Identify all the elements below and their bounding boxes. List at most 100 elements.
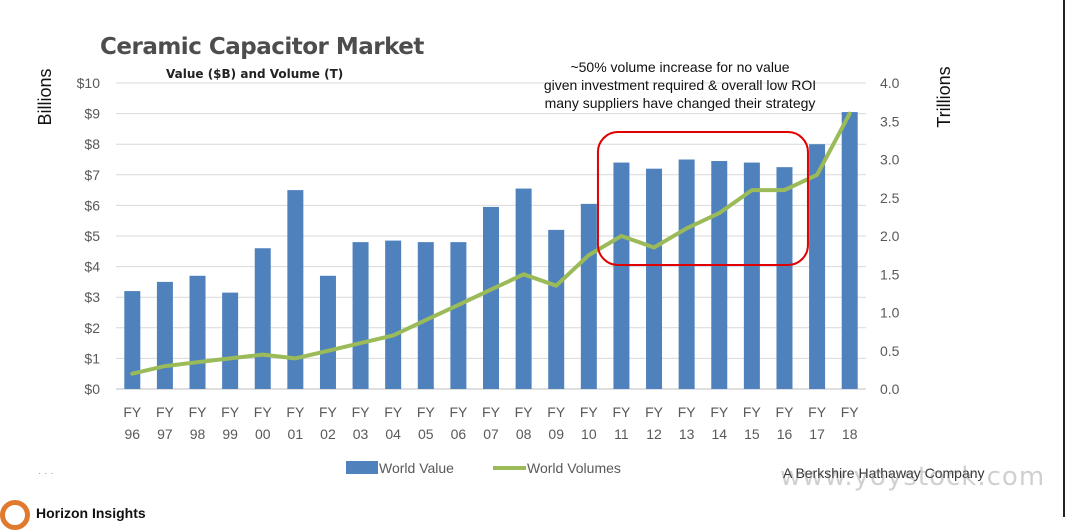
x-tick-label-prefix: FY xyxy=(482,404,501,420)
x-tick-label-prefix: FY xyxy=(743,404,762,420)
x-tick-label-prefix: FY xyxy=(189,404,208,420)
brand-logo-icon xyxy=(0,500,30,530)
x-tick-label-year: 17 xyxy=(809,426,825,442)
x-tick-label-year: 11 xyxy=(614,426,629,442)
x-tick-label-year: 05 xyxy=(418,426,434,442)
highlight-box xyxy=(596,131,809,266)
y-left-tick-label: $8 xyxy=(84,136,100,152)
x-tick-label-year: 10 xyxy=(581,426,597,442)
x-tick-label-year: 97 xyxy=(157,426,173,442)
right-border-rule xyxy=(1063,0,1065,517)
point-world-volumes xyxy=(163,364,167,368)
x-tick-label-prefix: FY xyxy=(254,404,273,420)
x-tick-label-prefix: FY xyxy=(710,404,729,420)
footer-note: A Berkshire Hathaway Company xyxy=(783,465,985,481)
x-tick-label-prefix: FY xyxy=(645,404,664,420)
x-tick-label-year: 99 xyxy=(222,426,238,442)
point-world-volumes xyxy=(196,360,200,364)
bar-world-value xyxy=(417,242,434,389)
bar-world-value xyxy=(809,144,826,389)
x-tick-label-year: 08 xyxy=(516,426,532,442)
bar-world-value xyxy=(222,292,239,389)
x-tick-label-year: 04 xyxy=(385,426,401,442)
x-tick-label-prefix: FY xyxy=(319,404,338,420)
bar-world-value xyxy=(189,275,206,389)
point-world-volumes xyxy=(522,272,526,276)
x-tick-label-prefix: FY xyxy=(776,404,795,420)
bar-world-value xyxy=(287,190,304,389)
x-tick-label-prefix: FY xyxy=(384,404,403,420)
point-world-volumes xyxy=(261,353,265,357)
x-tick-label-year: 09 xyxy=(548,426,564,442)
x-tick-label-prefix: FY xyxy=(156,404,175,420)
x-tick-label-year: 02 xyxy=(320,426,336,442)
y-left-tick-label: $0 xyxy=(84,381,100,397)
y-right-tick-label: 0.0 xyxy=(880,381,900,397)
y-left-tick-label: $7 xyxy=(84,167,100,183)
y-left-tick-label: $5 xyxy=(84,228,100,244)
x-tick-label-year: 16 xyxy=(777,426,793,442)
point-world-volumes xyxy=(587,253,591,257)
x-tick-label-prefix: FY xyxy=(221,404,240,420)
bar-world-value xyxy=(156,281,173,389)
x-tick-label-year: 15 xyxy=(744,426,760,442)
chart-title: Ceramic Capacitor Market xyxy=(100,34,424,60)
chart-annotation: ~50% volume increase for no value given … xyxy=(515,58,845,112)
x-tick-label-prefix: FY xyxy=(612,404,631,420)
point-world-volumes xyxy=(848,112,852,116)
bar-world-value xyxy=(319,275,336,389)
legend-swatch-world-value xyxy=(346,461,378,474)
annotation-line-2: given investment required & overall low … xyxy=(543,77,817,93)
point-world-volumes xyxy=(815,173,819,177)
y-right-axis-title: Trillions xyxy=(934,66,954,127)
y-left-tick-label: $1 xyxy=(84,350,100,366)
x-tick-label-prefix: FY xyxy=(515,404,534,420)
point-world-volumes xyxy=(456,303,460,307)
x-tick-label-year: 03 xyxy=(353,426,369,442)
point-world-volumes xyxy=(359,341,363,345)
y-right-tick-label: 4.0 xyxy=(880,75,900,91)
point-world-volumes xyxy=(652,245,656,249)
y-right-tick-label: 3.0 xyxy=(880,152,900,168)
y-right-tick-label: 0.5 xyxy=(880,343,900,359)
chart-subtitle: Value ($B) and Volume (T) xyxy=(166,67,344,81)
bar-world-value xyxy=(254,248,271,389)
point-world-volumes xyxy=(750,188,754,192)
bar-world-value xyxy=(646,168,663,389)
x-tick-label-prefix: FY xyxy=(841,404,860,420)
bar-world-value xyxy=(776,167,793,389)
point-world-volumes xyxy=(391,333,395,337)
bar-world-value xyxy=(711,161,728,389)
point-world-volumes xyxy=(619,234,623,238)
x-tick-label-year: 00 xyxy=(255,426,271,442)
bar-world-value xyxy=(124,291,141,389)
point-world-volumes xyxy=(130,372,134,376)
bar-world-value xyxy=(580,203,597,389)
y-right-tick-label: 1.5 xyxy=(880,266,900,282)
annotation-line-3: many suppliers have changed their strate… xyxy=(544,95,816,111)
bar-world-value xyxy=(613,162,630,389)
bar-world-value xyxy=(450,242,467,389)
x-tick-label-prefix: FY xyxy=(352,404,371,420)
bar-world-value xyxy=(385,240,402,389)
x-tick-label-year: 13 xyxy=(679,426,695,442)
x-tick-label-year: 96 xyxy=(125,426,141,442)
y-left-tick-label: $6 xyxy=(84,197,100,213)
y-left-tick-label: $4 xyxy=(84,259,100,275)
point-world-volumes xyxy=(717,211,721,215)
x-tick-label-year: 07 xyxy=(483,426,499,442)
y-left-tick-label: $9 xyxy=(84,106,100,122)
y-right-tick-label: 1.0 xyxy=(880,305,900,321)
point-world-volumes xyxy=(489,288,493,292)
y-left-tick-label: $3 xyxy=(84,289,100,305)
brand-name: Horizon Insights xyxy=(36,505,146,521)
y-left-tick-label: $2 xyxy=(84,320,100,336)
x-tick-label-prefix: FY xyxy=(808,404,827,420)
x-tick-label-prefix: FY xyxy=(678,404,697,420)
x-tick-label-year: 01 xyxy=(288,426,304,442)
point-world-volumes xyxy=(685,226,689,230)
point-world-volumes xyxy=(228,356,232,360)
watermark: www.yoystock.com xyxy=(780,462,1046,492)
decorative-dots: · · · xyxy=(38,468,54,479)
